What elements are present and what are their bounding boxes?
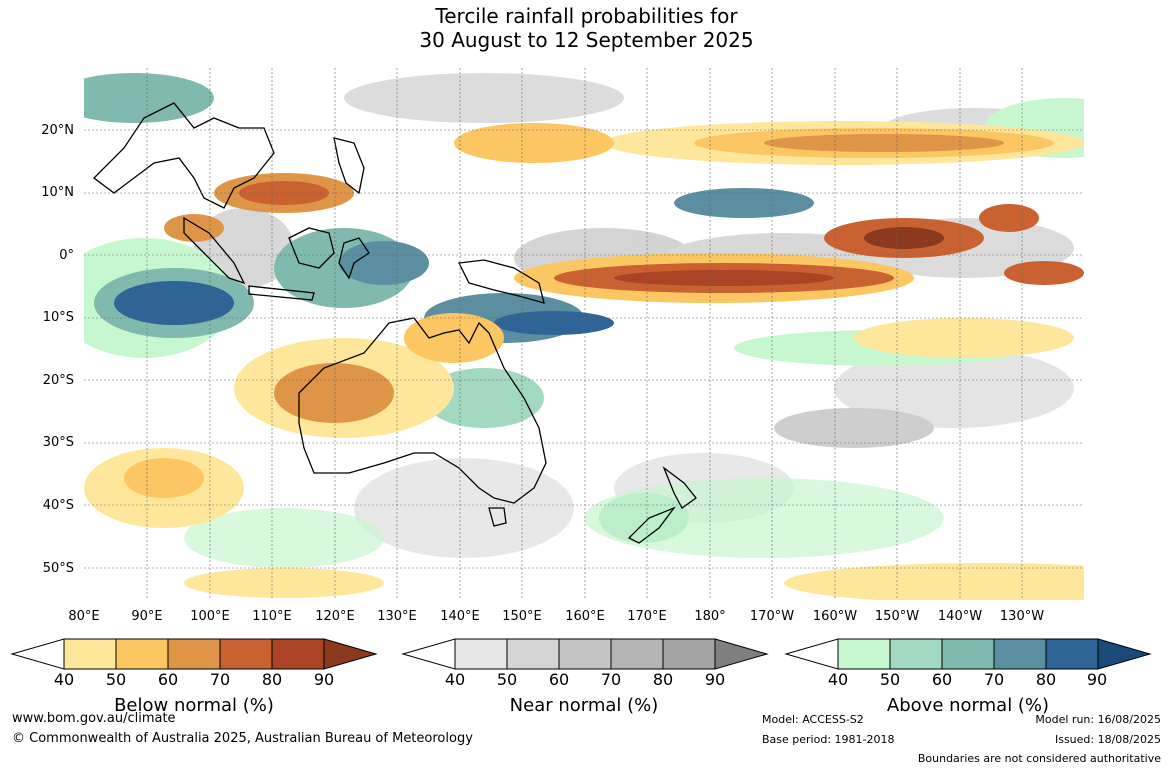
lon-label-120e: 120°E [315, 609, 355, 624]
below-normal-legend-title: Below normal (%) [114, 695, 274, 716]
southeast-asia-outline [93, 102, 275, 209]
lon-label-150w: 150°W [874, 609, 920, 624]
above-bin-40-50 [837, 638, 891, 670]
near-bin-40-50 [454, 638, 508, 670]
near-bin-60-70 [558, 638, 612, 670]
lon-label-100e: 100°E [190, 609, 230, 624]
below-normal-layer [84, 121, 1084, 600]
near-tick: 80 [652, 670, 674, 689]
below-tick: 60 [157, 670, 179, 689]
base-period-text: Base period: 1981-2018 [762, 733, 895, 746]
lon-label-170w: 170°W [749, 609, 795, 624]
below-bin-70-80 [219, 638, 273, 670]
lat-label-20s: 20°S [42, 373, 74, 388]
copyright-text: © Commonwealth of Australia 2025, Austra… [12, 731, 473, 746]
lat-label-10n: 10°N [41, 185, 74, 200]
title-line-2: 30 August to 12 September 2025 [419, 28, 754, 52]
borneo-outline [288, 227, 335, 269]
map-title: Tercile rainfall probabilities for 30 Au… [0, 4, 1173, 52]
above-tick: 80 [1035, 670, 1057, 689]
near-bin-70-80 [610, 638, 664, 670]
below-tick: 50 [105, 670, 127, 689]
above-tick: 90 [1086, 670, 1108, 689]
above-bin-50-60 [889, 638, 943, 670]
above-normal-legend-title: Above normal (%) [886, 695, 1050, 716]
lon-label-170e: 170°E [627, 609, 667, 624]
sulawesi-outline [338, 237, 370, 280]
lat-label-30s: 30°S [42, 435, 74, 450]
below-tick: 70 [209, 670, 231, 689]
above-bin-60-70 [941, 638, 995, 670]
above-lower-triangle [784, 638, 839, 670]
new-zealand-outline [627, 466, 697, 544]
above-upper-triangle [1097, 638, 1152, 670]
near-bin-80-90 [662, 638, 716, 670]
near-normal-colorbar [401, 638, 769, 670]
model-text: Model: ACCESS-S2 [762, 713, 864, 726]
lon-label-130w: 130°W [999, 609, 1045, 624]
lon-label-80e: 80°E [68, 609, 100, 624]
coastlines [93, 102, 697, 544]
map-canvas [84, 68, 1084, 600]
model-run-text: Model run: 16/08/2025 [1035, 713, 1161, 726]
near-tick: 60 [548, 670, 570, 689]
below-upper-triangle [323, 638, 378, 670]
australia-outline [298, 317, 547, 504]
below-bin-60-70 [167, 638, 221, 670]
near-tick: 90 [704, 670, 726, 689]
lat-label-50s: 50°S [42, 561, 74, 576]
lon-label-110e: 110°E [252, 609, 292, 624]
below-tick: 90 [313, 670, 335, 689]
near-upper-triangle [714, 638, 769, 670]
philippines-outline [333, 137, 365, 195]
rainfall-probability-map [84, 68, 1084, 600]
lon-label-150e: 150°E [502, 609, 542, 624]
below-normal-colorbar [10, 638, 378, 670]
above-tick: 50 [879, 670, 901, 689]
lon-label-160w: 160°W [812, 609, 858, 624]
issued-text: Issued: 18/08/2025 [1054, 733, 1161, 746]
near-bin-50-60 [506, 638, 560, 670]
lat-label-20n: 20°N [41, 123, 74, 138]
above-normal-colorbar [784, 638, 1152, 670]
above-bin-80-90 [1045, 638, 1099, 670]
near-tick: 70 [600, 670, 622, 689]
lat-label-10s: 10°S [42, 310, 74, 325]
new-guinea-outline [458, 259, 545, 304]
lon-label-160e: 160°E [565, 609, 605, 624]
lon-label-180: 180° [694, 609, 726, 624]
below-bin-50-60 [115, 638, 169, 670]
sumatra-outline [183, 216, 246, 285]
lon-label-140w: 140°W [937, 609, 983, 624]
lat-label-equator: 0° [59, 248, 74, 263]
lon-label-140e: 140°E [440, 609, 480, 624]
above-tick: 70 [983, 670, 1005, 689]
lat-label-40s: 40°S [42, 498, 74, 513]
legend-above-normal [784, 638, 1152, 674]
tasmania-outline [488, 507, 507, 527]
lon-label-90e: 90°E [131, 609, 163, 624]
below-tick: 40 [53, 670, 75, 689]
below-tick: 80 [261, 670, 283, 689]
near-normal-legend-title: Near normal (%) [509, 695, 659, 716]
java-outline [248, 285, 315, 301]
lon-label-130e: 130°E [377, 609, 417, 624]
title-line-1: Tercile rainfall probabilities for [435, 4, 738, 28]
above-normal-layer [84, 73, 1084, 568]
near-tick: 40 [444, 670, 466, 689]
below-lower-triangle [10, 638, 65, 670]
above-tick: 60 [931, 670, 953, 689]
graticule [84, 68, 1084, 600]
near-tick: 50 [496, 670, 518, 689]
disclaimer-text: Boundaries are not considered authoritat… [917, 752, 1161, 765]
below-bin-40-50 [63, 638, 117, 670]
near-lower-triangle [401, 638, 456, 670]
legend-below-normal [10, 638, 378, 674]
above-tick: 40 [827, 670, 849, 689]
above-bin-70-80 [993, 638, 1047, 670]
website-link[interactable]: www.bom.gov.au/climate [12, 711, 176, 726]
below-bin-80-90 [271, 638, 325, 670]
legend-near-normal [401, 638, 769, 674]
